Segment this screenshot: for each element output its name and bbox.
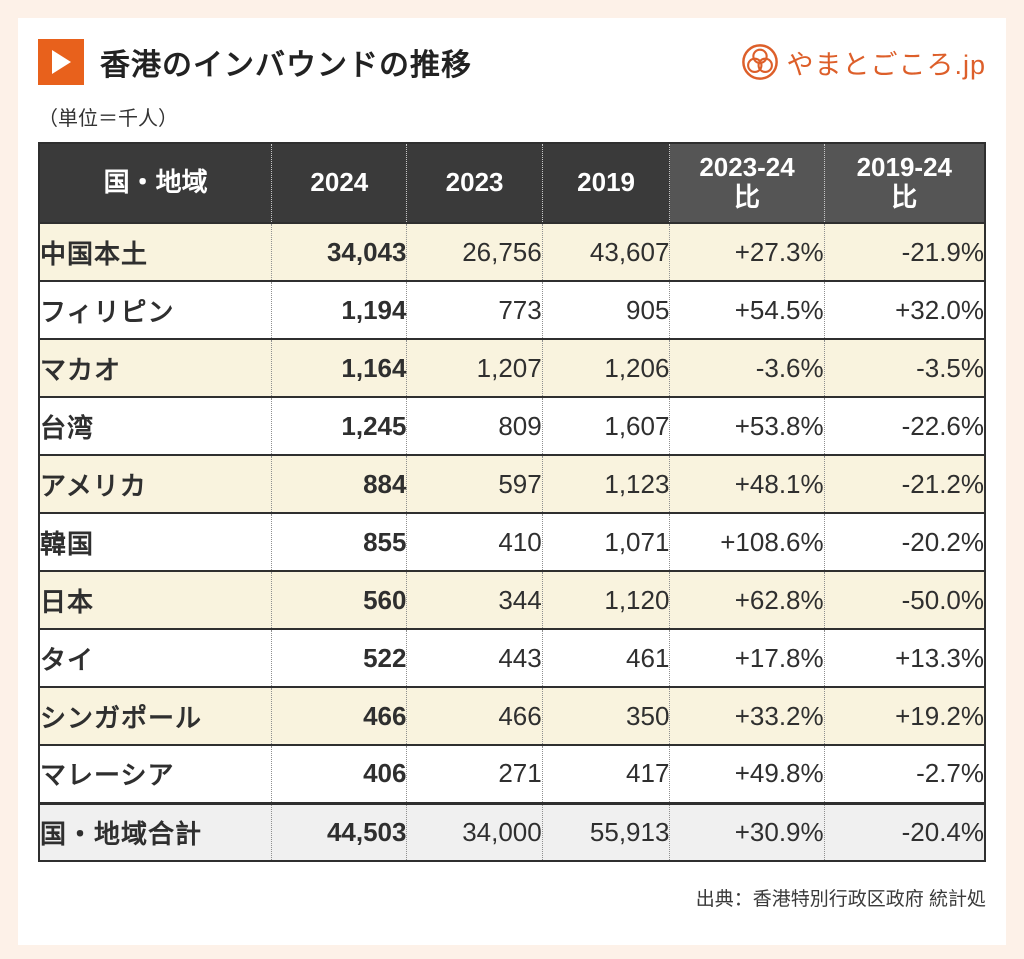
cell-2023: 773 [406,281,543,339]
cell-2024: 884 [271,455,407,513]
cell-2023: 26,756 [406,223,543,281]
cell-country: 国・地域合計 [39,803,272,861]
cell-country: シンガポール [39,687,272,745]
cell-2024: 522 [271,629,407,687]
cell-change-2023-24: +30.9% [669,803,825,861]
cell-2019: 350 [541,687,670,745]
inbound-table: 国・地域 2024 2023 2019 2023-24 比 2019-24 比 … [38,142,986,862]
cell-2019: 461 [541,629,670,687]
cell-change-2023-24: +53.8% [669,397,825,455]
cell-change-2023-24: +17.8% [669,629,825,687]
brand-logo: やまとごころ.jp [741,43,986,82]
header-2023: 2023 [406,143,543,223]
header-change-2023-24: 2023-24 比 [669,143,825,223]
cell-change-2023-24: +49.8% [669,745,825,803]
header-change-2019-24: 2019-24 比 [823,143,985,223]
page-header: 香港のインバウンドの推移 やまとごころ.jp [38,38,986,86]
cell-change-2019-24: -20.4% [823,803,985,861]
table-total-row: 国・地域合計 44,503 34,000 55,913 +30.9% -20.4% [39,803,985,861]
cell-change-2019-24: +19.2% [823,687,985,745]
table-row: 日本 560 344 1,120 +62.8% -50.0% [39,571,985,629]
cell-change-2023-24: -3.6% [669,339,825,397]
cell-2024: 44,503 [271,803,407,861]
play-triangle-icon [52,50,71,74]
cell-2024: 1,245 [271,397,407,455]
cell-2024: 1,164 [271,339,407,397]
cell-2024: 34,043 [271,223,407,281]
cell-2024: 560 [271,571,407,629]
table-row: シンガポール 466 466 350 +33.2% +19.2% [39,687,985,745]
cell-2023: 466 [406,687,543,745]
cell-2019: 43,607 [541,223,670,281]
cell-2019: 55,913 [541,803,670,861]
play-icon [38,39,84,85]
cell-change-2023-24: +54.5% [669,281,825,339]
cell-2023: 809 [406,397,543,455]
cell-country: マレーシア [39,745,272,803]
title-group: 香港のインバウンドの推移 [38,39,472,85]
cell-change-2019-24: +32.0% [823,281,985,339]
cell-2023: 410 [406,513,543,571]
cell-2024: 466 [271,687,407,745]
cell-2019: 1,120 [541,571,670,629]
header-country: 国・地域 [39,143,272,223]
cell-2019: 905 [541,281,670,339]
cell-change-2019-24: +13.3% [823,629,985,687]
cell-country: アメリカ [39,455,272,513]
table-header-row: 国・地域 2024 2023 2019 2023-24 比 2019-24 比 [39,143,985,223]
header-2019: 2019 [541,143,670,223]
cell-change-2019-24: -2.7% [823,745,985,803]
table-row: マレーシア 406 271 417 +49.8% -2.7% [39,745,985,803]
cell-change-2019-24: -21.9% [823,223,985,281]
cell-country: 中国本土 [39,223,272,281]
cell-2023: 271 [406,745,543,803]
cell-2019: 1,206 [541,339,670,397]
source-note: 出典：香港特別行政区政府 統計処 [695,889,986,910]
cell-2023: 34,000 [406,803,543,861]
cell-country: 台湾 [39,397,272,455]
yamatogokoro-logo-icon [742,44,779,80]
cell-change-2019-24: -21.2% [823,455,985,513]
cell-country: フィリピン [39,281,272,339]
cell-change-2023-24: +33.2% [669,687,825,745]
cell-2019: 1,607 [541,397,670,455]
cell-change-2019-24: -50.0% [823,571,985,629]
unit-note: （単位＝千人） [38,108,178,130]
content-card: 香港のインバウンドの推移 やまとごころ.jp （単位＝千人） 国・地域 202 [18,18,1006,945]
table-row: アメリカ 884 597 1,123 +48.1% -21.2% [39,455,985,513]
cell-2024: 855 [271,513,407,571]
table-row: 中国本土 34,043 26,756 43,607 +27.3% -21.9% [39,223,985,281]
cell-2024: 1,194 [271,281,407,339]
cell-2023: 1,207 [406,339,543,397]
cell-2019: 417 [541,745,670,803]
cell-2024: 406 [271,745,407,803]
cell-2023: 344 [406,571,543,629]
page-title: 香港のインバウンドの推移 [100,49,472,82]
cell-change-2019-24: -22.6% [823,397,985,455]
table-row: タイ 522 443 461 +17.8% +13.3% [39,629,985,687]
cell-change-2023-24: +48.1% [669,455,825,513]
header-2024: 2024 [271,143,407,223]
table-row: 韓国 855 410 1,071 +108.6% -20.2% [39,513,985,571]
table-row: マカオ 1,164 1,207 1,206 -3.6% -3.5% [39,339,985,397]
cell-country: 日本 [39,571,272,629]
cell-change-2019-24: -20.2% [823,513,985,571]
cell-country: タイ [39,629,272,687]
cell-2023: 597 [406,455,543,513]
cell-change-2023-24: +108.6% [669,513,825,571]
cell-change-2019-24: -3.5% [823,339,985,397]
cell-2019: 1,123 [541,455,670,513]
cell-change-2023-24: +62.8% [669,571,825,629]
cell-country: 韓国 [39,513,272,571]
table-row: フィリピン 1,194 773 905 +54.5% +32.0% [39,281,985,339]
cell-change-2023-24: +27.3% [669,223,825,281]
cell-2023: 443 [406,629,543,687]
table-row: 台湾 1,245 809 1,607 +53.8% -22.6% [39,397,985,455]
cell-country: マカオ [39,339,272,397]
cell-2019: 1,071 [541,513,670,571]
brand-name: やまとごころ.jp [786,49,986,80]
